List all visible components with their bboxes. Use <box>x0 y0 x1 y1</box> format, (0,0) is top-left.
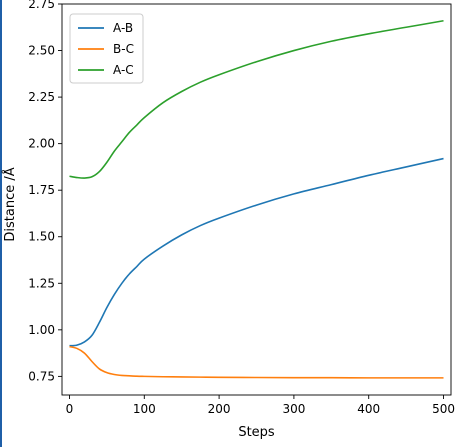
y-tick-label: 1.50 <box>28 230 55 244</box>
y-tick-label: 0.75 <box>28 369 55 383</box>
y-tick-label: 2.75 <box>28 0 55 11</box>
series-line-b-c <box>69 345 444 379</box>
y-tick-label: 2.00 <box>28 137 55 151</box>
y-tick-label: 1.00 <box>28 323 55 337</box>
x-tick-label: 500 <box>432 402 455 416</box>
x-axis-label: Steps <box>238 425 275 440</box>
x-tick-label: 400 <box>357 402 380 416</box>
y-axis-label: Distance /Å <box>2 167 18 241</box>
plot-area <box>69 19 444 379</box>
legend-label-b-c: B-C <box>113 42 134 56</box>
legend: A-B B-C A-C <box>69 13 144 84</box>
axes: 0 100 200 300 400 500 0.75 1.00 1.25 1.50 1.75 2.00… <box>28 0 455 416</box>
legend-label-a-b: A-B <box>113 21 133 35</box>
series-line-a-b <box>69 157 444 347</box>
x-tick-label: 100 <box>133 402 156 416</box>
x-tick-label: 300 <box>282 402 305 416</box>
legend-box <box>69 13 144 84</box>
series-line-a-c <box>69 19 444 179</box>
y-tick-label: 1.25 <box>28 276 55 290</box>
x-tick-label: 0 <box>66 402 74 416</box>
x-tick-label: 200 <box>208 402 231 416</box>
legend-label-a-c: A-C <box>113 63 134 77</box>
y-tick-label: 2.50 <box>28 44 55 58</box>
window-edge <box>0 0 2 447</box>
y-tick-label: 2.25 <box>28 90 55 104</box>
axes-frame <box>61 3 452 396</box>
y-tick-label: 1.75 <box>28 183 55 197</box>
